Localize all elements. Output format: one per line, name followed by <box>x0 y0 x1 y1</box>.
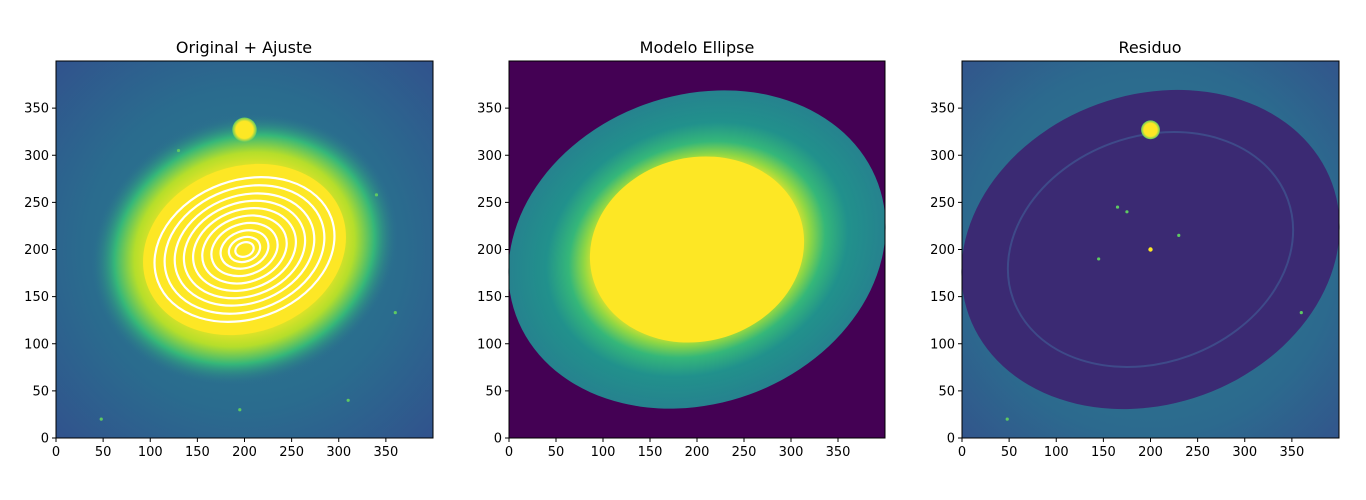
background-source <box>346 398 350 402</box>
x-tick-label: 0 <box>52 445 60 460</box>
y-tick-label: 200 <box>24 243 49 258</box>
panel-model <box>508 60 886 439</box>
y-tick-label: 300 <box>930 149 955 164</box>
original-image-layer <box>91 114 398 421</box>
residual-source <box>1125 210 1129 214</box>
y-tick-label: 50 <box>938 384 955 399</box>
y-tick-label: 100 <box>477 337 502 352</box>
x-tick-label: 250 <box>732 445 757 460</box>
y-tick-label: 350 <box>477 102 502 117</box>
background-source <box>99 417 103 421</box>
x-tick-label: 0 <box>958 445 966 460</box>
residual-source <box>1115 205 1120 209</box>
isophote-contour <box>153 176 336 323</box>
y-tick-label: 150 <box>24 290 49 305</box>
axis-ticks: 0 50 100 150 200 250 300 350 0 50 100 150 200 250 300 3… <box>24 102 1304 460</box>
isophote-contour <box>210 221 279 278</box>
x-tick-label: 300 <box>1232 445 1257 460</box>
y-tick-label: 0 <box>494 432 502 447</box>
y-tick-label: 350 <box>930 102 955 117</box>
x-tick-label: 350 <box>826 445 851 460</box>
y-tick-label: 200 <box>930 243 955 258</box>
y-tick-label: 0 <box>947 432 955 447</box>
x-tick-label: 100 <box>138 445 163 460</box>
x-tick-label: 50 <box>95 445 112 460</box>
x-tick-label: 250 <box>279 445 304 460</box>
y-tick-label: 150 <box>477 290 502 305</box>
title-model: Modelo Ellipse <box>640 38 755 57</box>
isophote-contour <box>182 199 307 300</box>
x-tick-label: 200 <box>685 445 710 460</box>
title-original: Original + Ajuste <box>176 38 312 57</box>
x-tick-label: 100 <box>1044 445 1069 460</box>
y-tick-label: 100 <box>930 337 955 352</box>
companion-star <box>232 117 257 143</box>
y-tick-label: 250 <box>930 196 955 211</box>
x-tick-label: 150 <box>638 445 663 460</box>
background-source <box>176 148 181 153</box>
x-tick-label: 50 <box>548 445 565 460</box>
y-tick-label: 50 <box>485 384 502 399</box>
x-tick-label: 0 <box>505 445 513 460</box>
x-tick-label: 100 <box>591 445 616 460</box>
y-tick-label: 350 <box>24 102 49 117</box>
x-tick-label: 350 <box>1279 445 1304 460</box>
y-tick-label: 100 <box>24 337 49 352</box>
y-tick-label: 300 <box>477 149 502 164</box>
companion-star <box>1141 120 1160 140</box>
x-tick-label: 300 <box>326 445 351 460</box>
residual-source <box>1005 417 1009 421</box>
residual-ring <box>1006 131 1295 368</box>
panel-residual <box>961 60 1340 439</box>
background-source <box>393 311 397 315</box>
model-image-layer <box>508 90 886 409</box>
residual-source <box>1299 311 1303 315</box>
y-tick-label: 150 <box>930 290 955 305</box>
y-tick-label: 200 <box>477 243 502 258</box>
residual-source <box>1177 233 1181 237</box>
isophote-contour <box>201 214 288 285</box>
residual-source <box>1097 257 1101 261</box>
title-residual: Residuo <box>1118 38 1181 57</box>
residual-image-layer <box>961 89 1340 421</box>
y-tick-label: 50 <box>32 384 49 399</box>
isophote-contour <box>227 235 262 264</box>
x-tick-label: 150 <box>1091 445 1116 460</box>
x-tick-label: 50 <box>1001 445 1018 460</box>
y-tick-label: 300 <box>24 149 49 164</box>
x-tick-label: 250 <box>1185 445 1210 460</box>
y-tick-label: 250 <box>24 196 49 211</box>
model-core <box>589 156 805 343</box>
y-tick-label: 0 <box>41 432 49 447</box>
y-tick-label: 250 <box>477 196 502 211</box>
x-tick-label: 200 <box>1138 445 1163 460</box>
panel-original <box>55 60 434 439</box>
background-source <box>238 408 242 412</box>
background-source <box>374 193 379 197</box>
isophote-contour <box>234 241 255 258</box>
x-tick-label: 350 <box>373 445 398 460</box>
isophote-contour <box>219 229 270 270</box>
isophote-contour <box>191 207 298 292</box>
residual-center-point <box>1148 247 1153 252</box>
isophote-contour <box>163 184 326 315</box>
x-tick-label: 200 <box>232 445 257 460</box>
x-tick-label: 150 <box>185 445 210 460</box>
isophote-contour <box>173 192 316 307</box>
x-tick-label: 300 <box>779 445 804 460</box>
